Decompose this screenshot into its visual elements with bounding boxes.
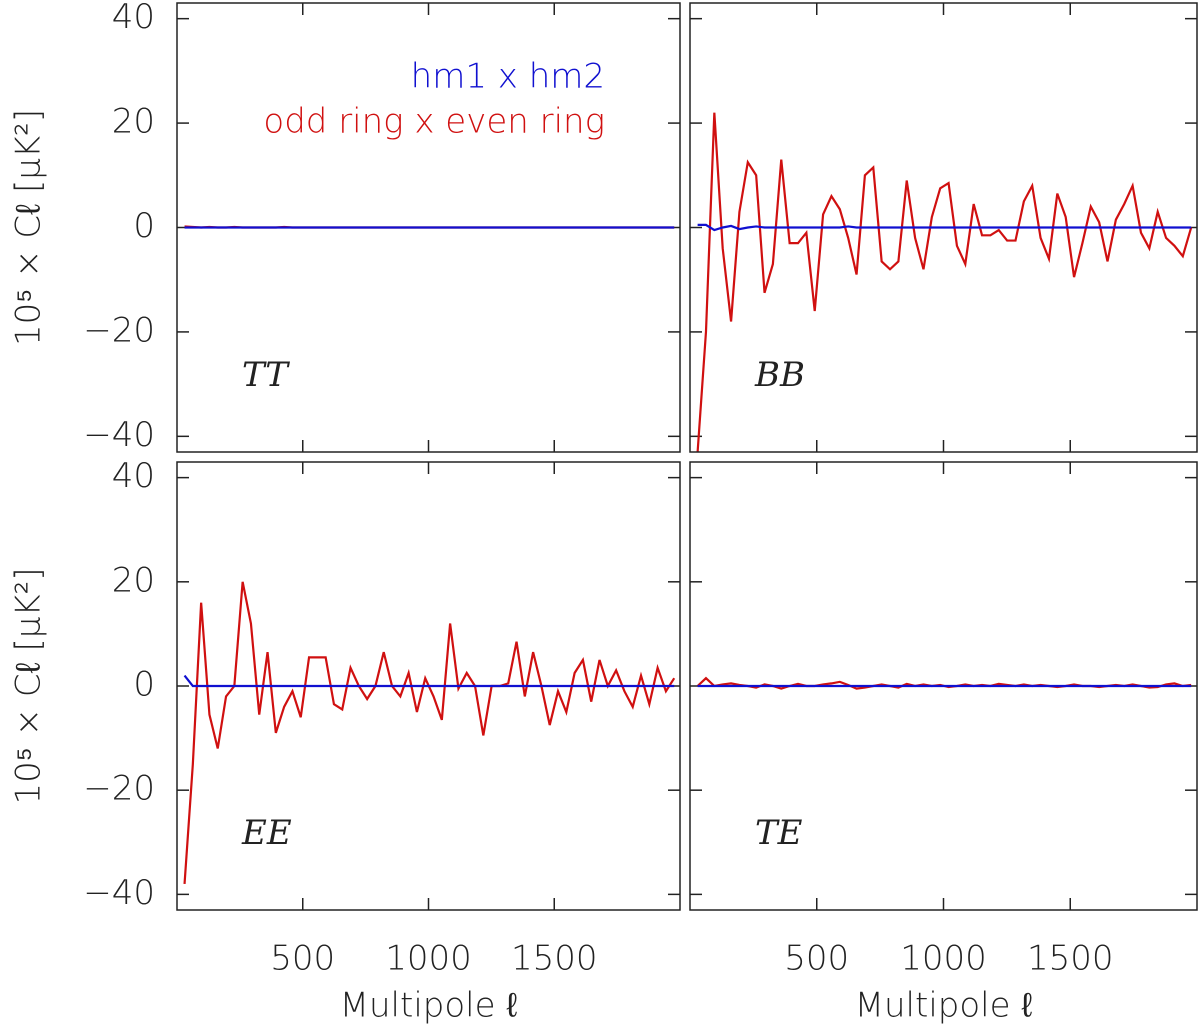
y-tick-label: −40 <box>83 873 155 913</box>
x-axis-label: Multipole ℓ <box>855 986 1033 1026</box>
x-tick-label: 1500 <box>511 939 598 979</box>
panel-frame <box>176 461 681 911</box>
panel-title: TE <box>755 813 803 853</box>
y-tick-label: −20 <box>83 310 155 350</box>
y-tick-label: −40 <box>83 415 155 455</box>
panel-title: TT <box>242 355 290 395</box>
legend-label: odd ring x even ring <box>263 102 605 142</box>
y-tick-label: −20 <box>83 769 155 809</box>
y-tick-label: 40 <box>112 0 155 37</box>
y-tick-label: 20 <box>112 102 155 142</box>
y-axis-label: 10⁵ × Cℓ [μK²] <box>9 567 49 804</box>
x-axis-label: Multipole ℓ <box>340 986 518 1026</box>
y-tick-label: 20 <box>112 560 155 600</box>
panel-title: BB <box>754 355 805 395</box>
series-line <box>183 674 675 688</box>
x-tick-label: 500 <box>270 939 335 979</box>
x-tick-label: 1000 <box>385 939 472 979</box>
legend-label: hm1 x hm2 <box>411 57 605 97</box>
panel-frame <box>689 461 1198 911</box>
x-tick-label: 1000 <box>900 939 987 979</box>
y-tick-label: 40 <box>112 456 155 496</box>
series-line <box>696 112 1193 452</box>
series-line <box>697 223 1192 232</box>
y-tick-label: 0 <box>133 665 155 705</box>
panel-frame <box>176 2 681 453</box>
x-tick-label: 1500 <box>1027 939 1114 979</box>
series-line <box>183 581 676 885</box>
panel-frame <box>689 2 1198 453</box>
x-tick-label: 500 <box>784 939 849 979</box>
y-axis-label: 10⁵ × Cℓ [μK²] <box>9 109 49 346</box>
y-tick-label: 0 <box>133 206 155 246</box>
panel-title: EE <box>241 813 292 853</box>
